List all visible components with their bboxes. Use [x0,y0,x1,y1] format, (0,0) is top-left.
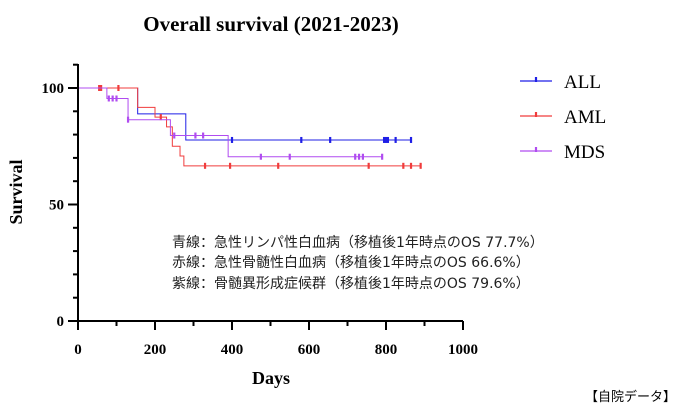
legend-label-aml: AML [564,107,606,128]
survival-curve-mds [78,87,383,158]
x-axis-label: Days [252,368,290,388]
series-aml [78,85,422,169]
chart-title: Overall survival (2021-2023) [143,12,398,36]
annotation-line-aml: 赤線：急性骨髄性白血病（移植後1年時点のOS 66.6%） [172,255,530,271]
legend-label-mds: MDS [564,142,605,163]
annotation-block: 青線：急性リンパ性白血病（移植後1年時点のOS 77.7%） 赤線：急性骨髄性白… [172,235,544,292]
y-tick-label-0: 0 [57,314,65,330]
y-axis-label: Survival [6,159,26,224]
y-tick-label-50: 50 [49,198,64,214]
x-tick-label-200: 200 [144,342,167,358]
x-tick-label-600: 600 [298,342,321,358]
annotation-line-mds: 紫線：骨髄異形成症候群（移植後1年時点のOS 79.6%） [172,276,530,292]
legend: ALL AML MDS [520,72,606,163]
x-tick-label-800: 800 [375,342,398,358]
y-tick-label-100: 100 [42,81,65,97]
legend-item-mds: MDS [520,142,605,163]
source-label: 【自院データ】 [585,389,676,405]
series-mds [78,87,384,160]
x-tick-label-400: 400 [221,342,244,358]
legend-label-all: ALL [564,72,601,93]
x-tick-label-0: 0 [74,342,82,358]
legend-item-all: ALL [520,72,601,93]
annotation-line-all: 青線：急性リンパ性白血病（移植後1年時点のOS 77.7%） [172,235,544,251]
x-tick-label-1000: 1000 [448,342,478,358]
series-layer [78,85,422,169]
legend-item-aml: AML [520,107,606,128]
survival-curve-aml [78,87,421,167]
